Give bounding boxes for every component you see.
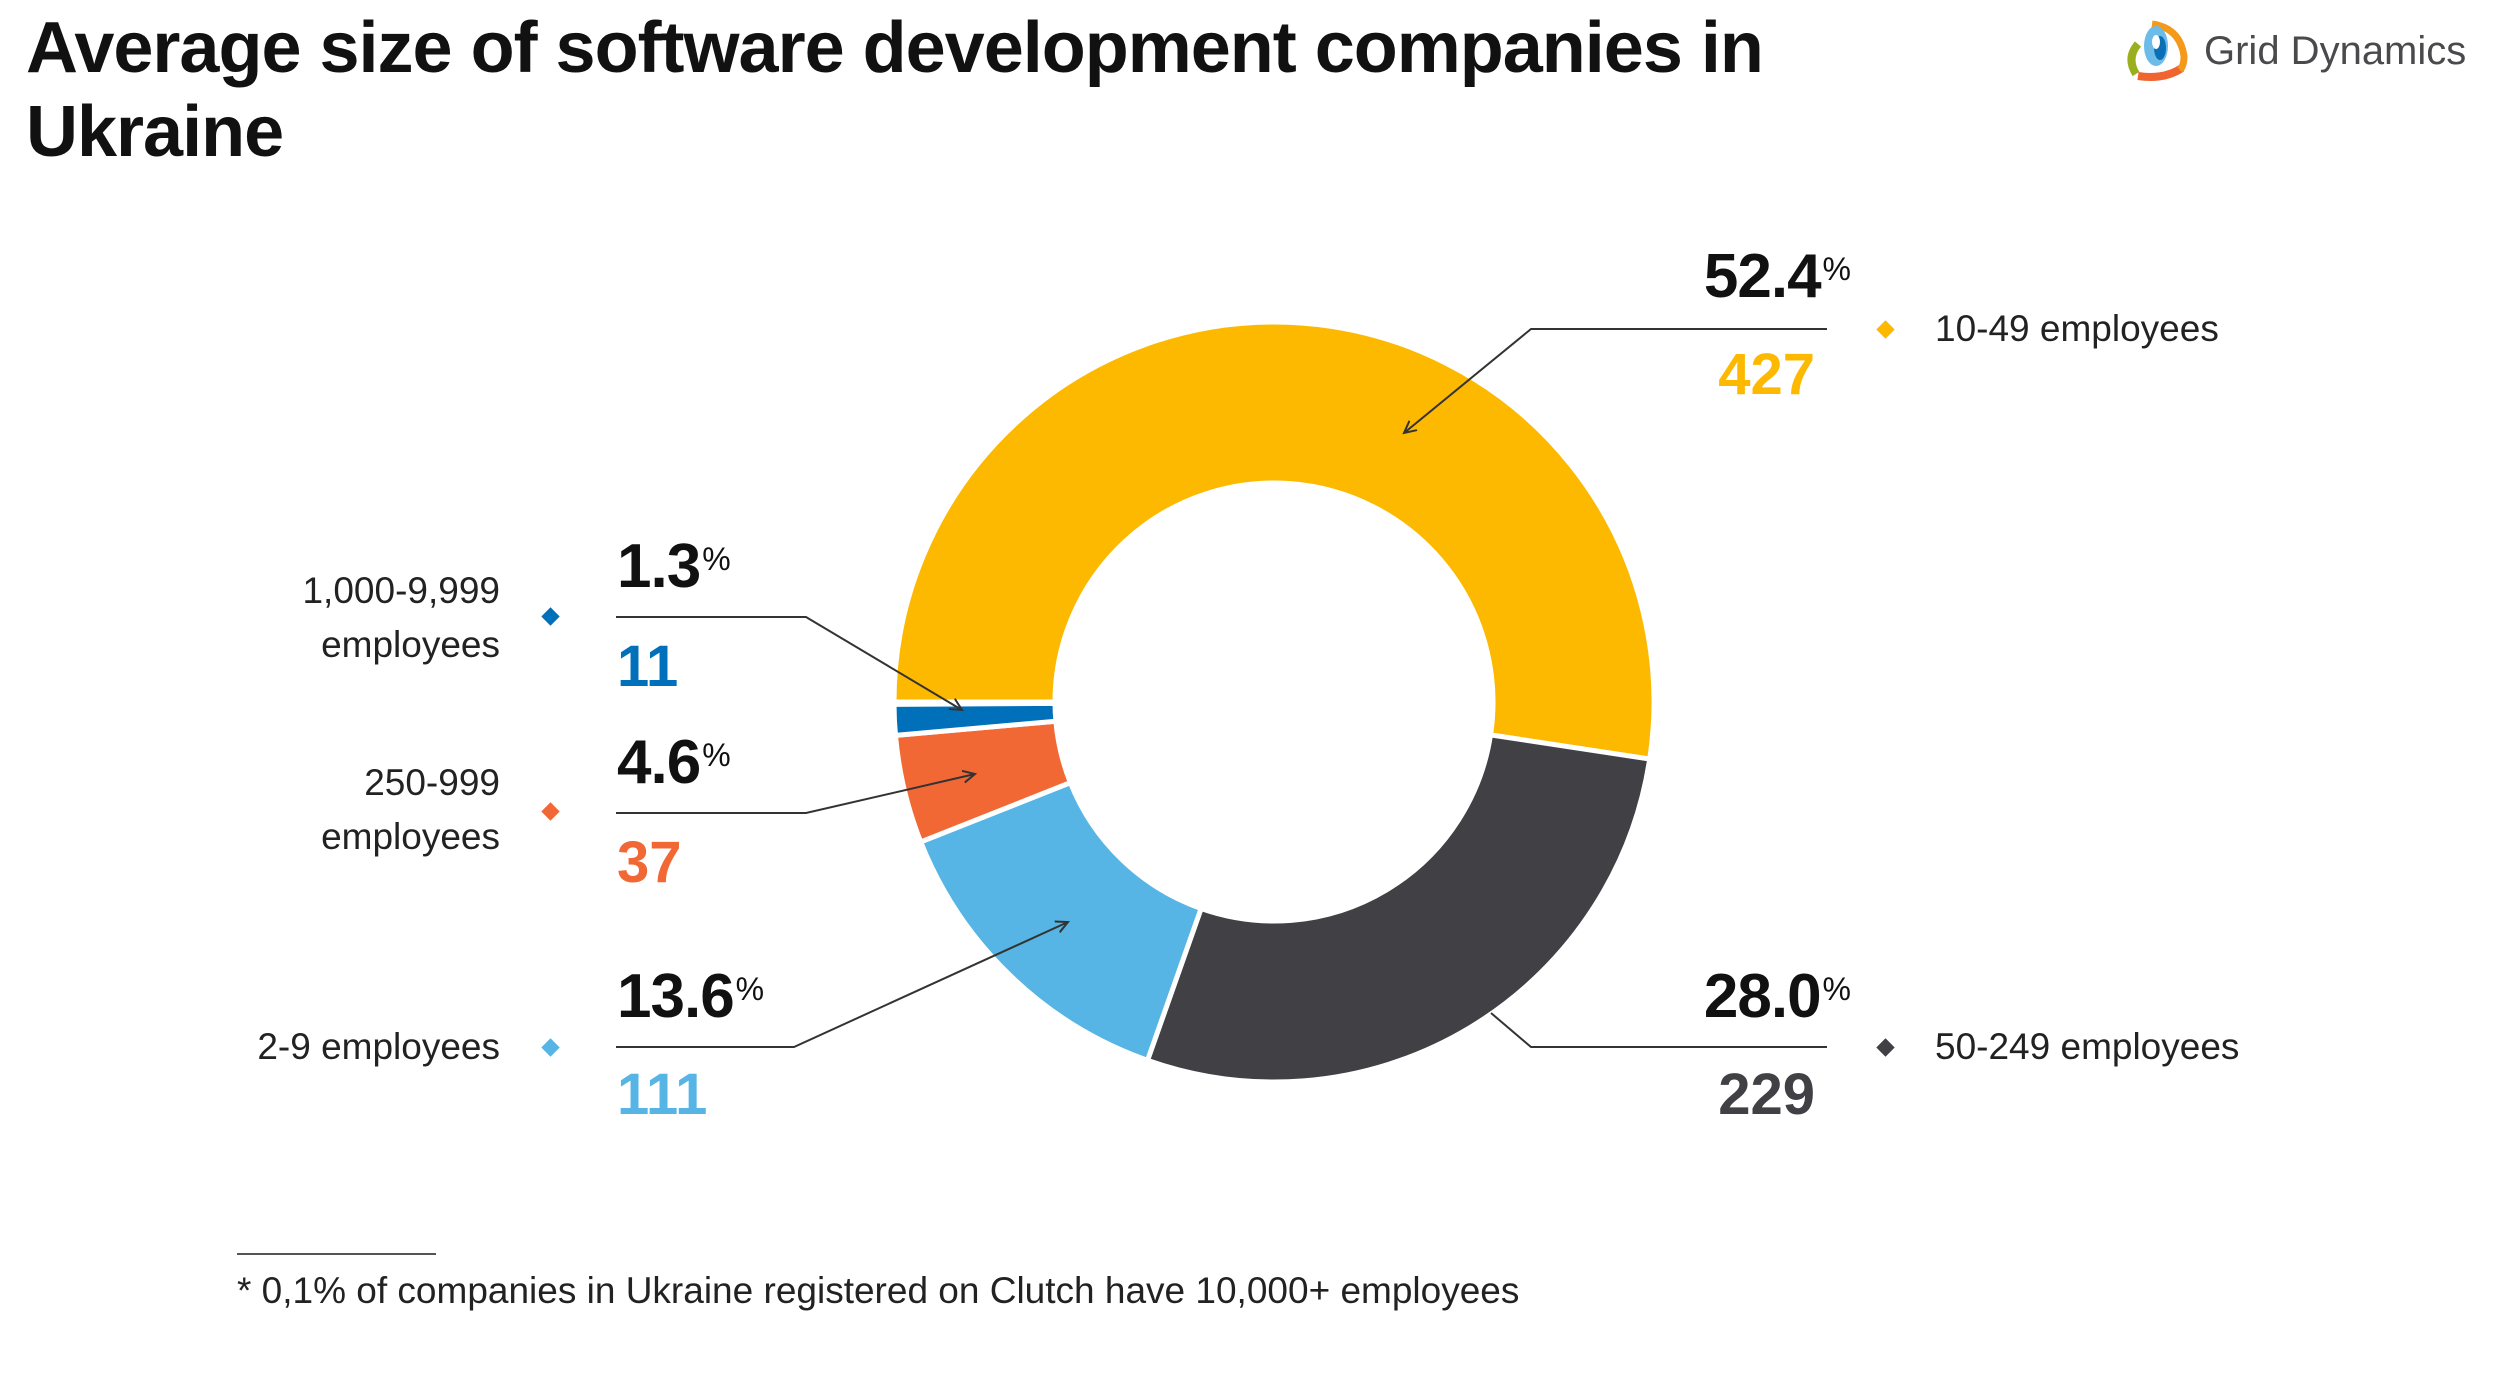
category-label-line: employees: [321, 624, 500, 665]
count-label: 111: [617, 1062, 708, 1127]
grid-dynamics-logo-icon: [2127, 20, 2188, 81]
count-label: 427: [1718, 342, 1815, 407]
grid-dynamics-logo: Grid Dynamics: [2124, 18, 2466, 84]
category-label-line: 2-9 employees: [257, 1026, 500, 1067]
percent-sign: %: [735, 971, 764, 1007]
percent-sign: %: [1822, 251, 1851, 287]
footnote-divider: [237, 1253, 436, 1255]
category-label: 250-999 employees: [321, 756, 500, 864]
footnote: * 0,1% of companies in Ukraine registere…: [237, 1270, 1520, 1311]
percent-label: 28.0%: [1704, 966, 1851, 1028]
leader-line-2: [616, 922, 1068, 1048]
count-label: 11: [617, 634, 679, 699]
percent-value: 4.6: [617, 728, 701, 797]
percent-sign: %: [702, 541, 730, 577]
page-title: Average size of software development com…: [26, 8, 1764, 172]
category-label: 50-249 employees: [1935, 1020, 2239, 1074]
slice-10-49-employees: [891, 319, 1657, 762]
category-label-line: employees: [321, 816, 500, 857]
leader-line-4: [616, 616, 962, 710]
category-label-line: 10-49 employees: [1935, 308, 2219, 349]
count-label: 37: [617, 830, 682, 895]
leader-line-3: [616, 774, 975, 814]
category-label-line: 1,000-9,999: [302, 570, 500, 611]
percent-label: 13.6%: [617, 966, 764, 1028]
percent-sign: %: [702, 737, 730, 773]
category-label: 1,000-9,999 employees: [302, 564, 500, 672]
category-label: 2-9 employees: [257, 1020, 500, 1074]
category-label-line: 250-999: [364, 762, 500, 803]
category-label: 10-49 employees: [1935, 302, 2219, 356]
category-label-line: 50-249 employees: [1935, 1026, 2240, 1067]
logo-text: Grid Dynamics: [2204, 28, 2467, 73]
percent-value: 28.0: [1703, 962, 1822, 1031]
percent-label: 4.6%: [617, 732, 731, 794]
percent-value: 13.6: [617, 962, 735, 1031]
slice-50-249-employees: [1144, 732, 1653, 1085]
percent-sign: %: [1822, 971, 1851, 1007]
leader-line-1: [1490, 1012, 1827, 1048]
leader-line-0: [1404, 328, 1827, 433]
count-label: 229: [1718, 1062, 1815, 1127]
percent-value: 1.3: [617, 532, 701, 601]
percent-value: 52.4: [1703, 242, 1822, 311]
percent-label: 1.3%: [617, 536, 731, 598]
slice-1-000-9-999-employees: [891, 700, 1059, 739]
percent-label: 52.4%: [1704, 246, 1851, 308]
